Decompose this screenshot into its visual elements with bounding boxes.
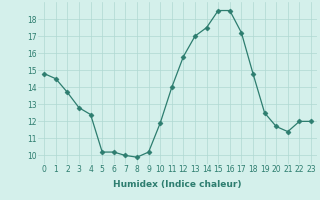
X-axis label: Humidex (Indice chaleur): Humidex (Indice chaleur): [113, 180, 242, 189]
